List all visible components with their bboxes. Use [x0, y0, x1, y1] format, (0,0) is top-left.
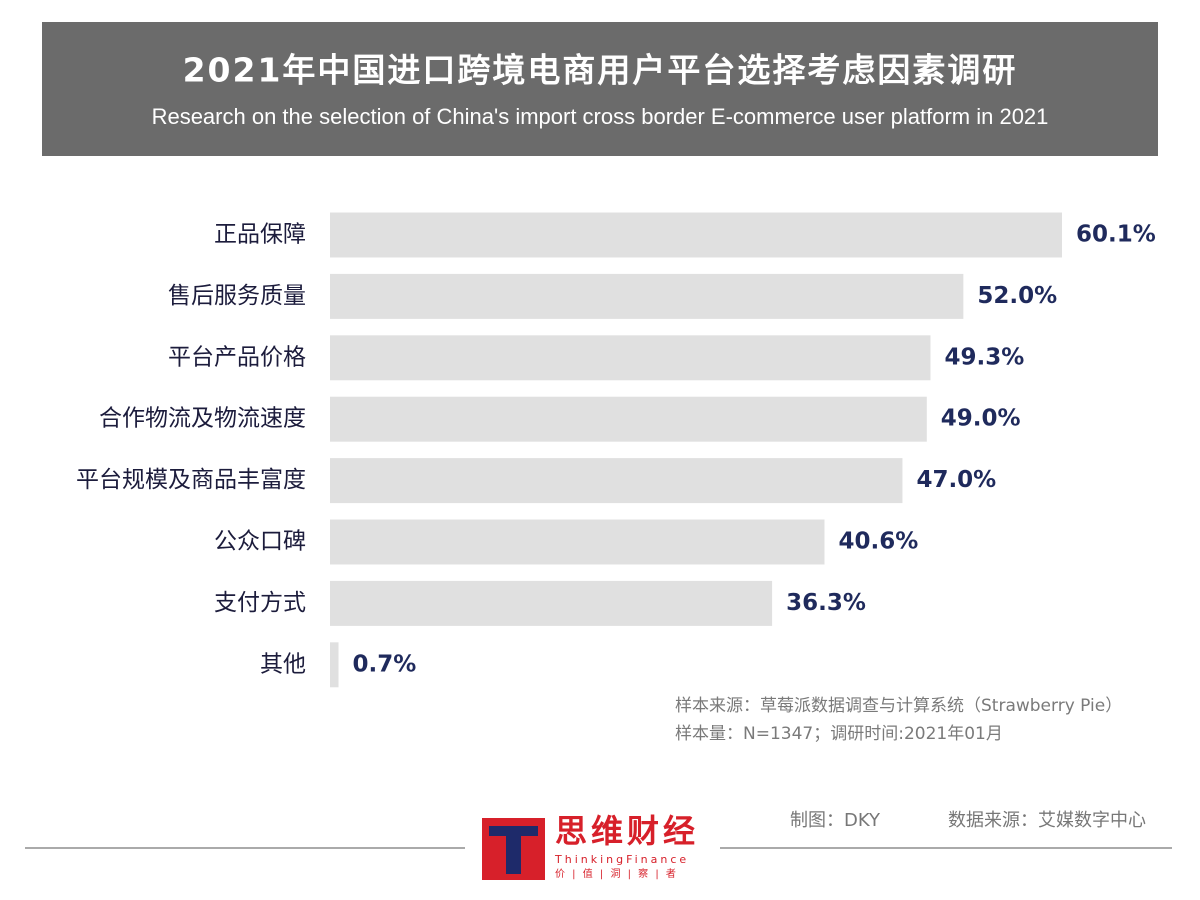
value-label: 49.3% — [944, 344, 1024, 370]
category-label: 合作物流及物流速度 — [99, 406, 306, 432]
bar — [330, 580, 773, 626]
bar — [330, 642, 339, 688]
value-label: 49.0% — [941, 406, 1021, 432]
category-label: 其他 — [260, 651, 306, 677]
value-label: 36.3% — [786, 590, 866, 616]
category-label: 正品保障 — [214, 222, 306, 248]
author: 制图：DKY — [790, 810, 881, 831]
value-label: 0.7% — [353, 651, 417, 677]
header-band — [42, 22, 1158, 156]
category-label: 支付方式 — [214, 590, 306, 616]
value-label: 40.6% — [838, 529, 918, 555]
bar — [330, 335, 931, 381]
logo-t — [506, 836, 521, 874]
bar — [330, 212, 1062, 258]
chart-title: 2021年中国进口跨境电商用户平台选择考虑因素调研 — [183, 51, 1018, 90]
chart-subtitle: Research on the selection of China's imp… — [152, 104, 1049, 129]
bar — [330, 273, 964, 319]
slogan: 价 | 值 | 洞 | 察 | 者 — [555, 867, 678, 880]
category-label: 平台规模及商品丰富度 — [76, 467, 306, 493]
value-label: 52.0% — [977, 283, 1057, 309]
category-label: 公众口碑 — [214, 529, 306, 555]
value-label: 60.1% — [1076, 222, 1156, 248]
brand-en: ThinkingFinance — [554, 853, 689, 866]
value-label: 47.0% — [916, 467, 996, 493]
category-label: 平台产品价格 — [168, 344, 306, 370]
bar — [330, 458, 903, 504]
source: 数据来源：艾媒数字中心 — [948, 810, 1146, 831]
category-label: 售后服务质量 — [168, 283, 306, 309]
note: 样本量：N=1347；调研时间:2021年01月 — [675, 724, 1003, 744]
logo-t — [489, 826, 538, 836]
bar — [330, 519, 825, 565]
note: 样本来源：草莓派数据调查与计算系统（Strawberry Pie） — [675, 696, 1122, 716]
brand: 思维财经 — [555, 812, 699, 850]
bar — [330, 396, 927, 442]
logo — [482, 818, 545, 880]
